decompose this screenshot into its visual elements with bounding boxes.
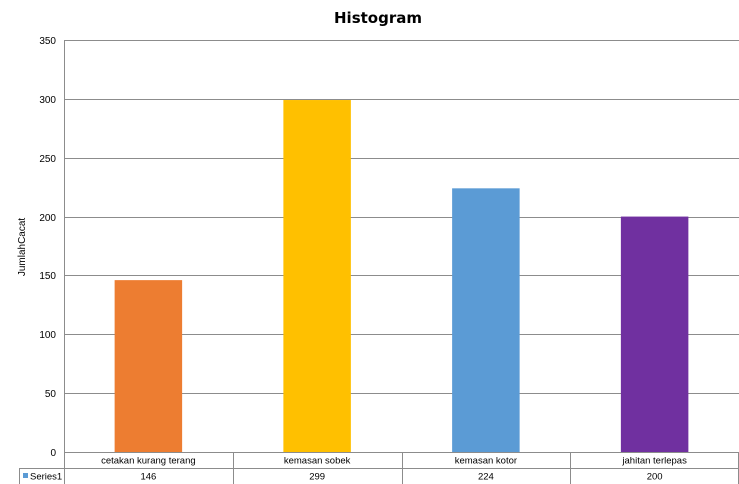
bars (114, 100, 689, 452)
chart-title: Histogram (334, 9, 422, 27)
category-label: kemasan kotor (455, 456, 517, 467)
y-tick-label: 200 (39, 213, 56, 224)
y-tick-label: 0 (50, 448, 56, 459)
category-label: kemasan sobek (284, 456, 351, 467)
bar (620, 216, 689, 452)
data-value-cell: 146 (140, 472, 156, 483)
legend-series-name: Series1 (30, 472, 62, 483)
bar (452, 188, 520, 452)
y-tick-label: 150 (39, 271, 56, 282)
legend-key (23, 473, 28, 478)
data-value-cell: 299 (309, 472, 325, 483)
bar (114, 280, 183, 452)
y-tick-label: 250 (39, 154, 56, 165)
category-label: cetakan kurang terang (101, 456, 196, 467)
data-value-cell: 200 (647, 472, 663, 483)
data-value-cell: 224 (478, 472, 494, 483)
y-tick-label: 100 (39, 330, 56, 341)
y-tick-label: 300 (39, 95, 56, 106)
bar (283, 100, 351, 452)
y-tick-label: 350 (39, 36, 56, 47)
data-table: cetakan kurang terang 146 kemasan sobek 299… (19, 452, 739, 484)
y-axis-label: JumlahCacat (17, 218, 28, 277)
y-tick-label: 50 (45, 389, 57, 400)
y-axis-ticks: 0 50 100 150 200 250 300 350 (39, 36, 56, 459)
category-label: jahitan terlepas (621, 456, 687, 467)
